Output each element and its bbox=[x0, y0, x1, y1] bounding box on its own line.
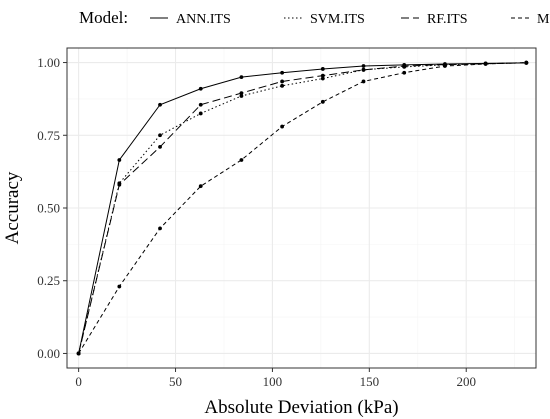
legend-label-rf-its: RF.ITS bbox=[427, 12, 468, 27]
data-point-mr-its bbox=[76, 351, 81, 356]
series-line-ann-its bbox=[78, 62, 527, 354]
data-point-rf-its bbox=[402, 64, 407, 68]
data-point-svm-its bbox=[280, 83, 285, 88]
data-point-mr-its bbox=[239, 158, 244, 162]
data-point-ann-its bbox=[239, 75, 244, 79]
legend-title: Model: bbox=[79, 8, 128, 27]
data-point-rf-its bbox=[158, 145, 162, 149]
y-tick-label: 1.00 bbox=[37, 55, 60, 70]
y-axis-title: Accuracy bbox=[2, 171, 23, 244]
legend: Model: ANN.ITS SVM.ITS RF.ITS MR.ITS bbox=[79, 8, 550, 27]
data-point-ann-its bbox=[280, 70, 285, 75]
data-point-rf-its bbox=[361, 67, 366, 72]
data-point-ann-its bbox=[117, 158, 122, 162]
data-point-svm-its bbox=[158, 133, 162, 138]
data-point-mr-its bbox=[158, 226, 162, 231]
x-axis-title: Absolute Deviation (kPa) bbox=[204, 397, 398, 418]
y-tick-label: 0.25 bbox=[37, 273, 60, 288]
data-point-mr-its bbox=[524, 60, 529, 65]
data-point-mr-its bbox=[402, 70, 407, 75]
legend-label-ann-its: ANN.ITS bbox=[176, 12, 231, 27]
x-tick-label: 150 bbox=[360, 374, 380, 389]
data-point-mr-its bbox=[443, 64, 447, 68]
series-line-mr-its bbox=[78, 62, 527, 354]
data-point-mr-its bbox=[361, 79, 366, 84]
series-layer bbox=[76, 60, 529, 356]
data-point-rf-its bbox=[198, 102, 203, 107]
axes: 0 50 100 150 200 0.00 0.25 0.50 0.75 1.00 bbox=[37, 55, 476, 389]
data-point-rf-its bbox=[280, 79, 285, 84]
y-tick-label: 0.50 bbox=[37, 201, 60, 216]
data-point-rf-its bbox=[239, 91, 244, 95]
data-point-mr-its bbox=[320, 99, 325, 104]
data-point-mr-its bbox=[117, 284, 122, 289]
data-point-mr-its bbox=[198, 184, 203, 189]
data-point-ann-its bbox=[198, 86, 203, 91]
x-tick-label: 0 bbox=[75, 374, 82, 389]
data-point-svm-its bbox=[239, 94, 244, 98]
series-line-rf-its bbox=[78, 62, 527, 354]
x-tick-label: 50 bbox=[169, 374, 182, 389]
data-point-ann-its bbox=[320, 67, 325, 71]
legend-label-mr-its: MR.ITS bbox=[537, 12, 550, 27]
data-point-mr-its bbox=[280, 124, 285, 129]
data-point-rf-its bbox=[320, 73, 325, 78]
data-point-ann-its bbox=[361, 64, 366, 68]
x-tick-label: 100 bbox=[263, 374, 283, 389]
grid bbox=[67, 48, 536, 368]
data-point-svm-its bbox=[198, 111, 203, 116]
legend-label-svm-its: SVM.ITS bbox=[310, 12, 365, 27]
data-point-ann-its bbox=[158, 102, 162, 107]
x-tick-label: 200 bbox=[456, 374, 476, 389]
y-tick-label: 0.00 bbox=[37, 346, 60, 361]
y-tick-label: 0.75 bbox=[37, 128, 60, 143]
data-point-rf-its bbox=[117, 182, 122, 187]
data-point-svm-its bbox=[320, 76, 325, 81]
data-point-mr-its bbox=[483, 62, 488, 66]
